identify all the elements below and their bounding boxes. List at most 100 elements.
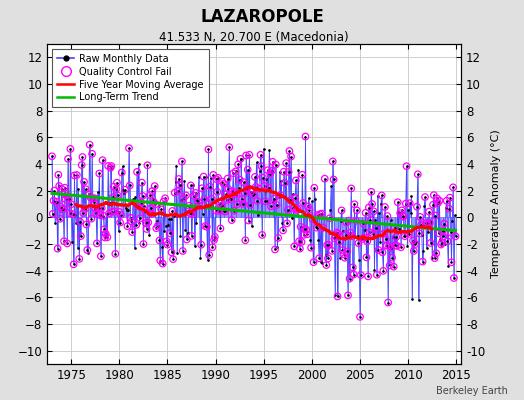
Point [265,184,273,191]
Point [307,244,315,251]
Point [450,275,458,281]
Point [430,192,438,198]
Point [422,220,430,226]
Point [310,184,319,191]
Point [227,217,236,223]
Point [387,244,396,251]
Point [110,184,118,190]
Point [241,190,249,196]
Point [64,156,72,162]
Point [409,237,417,244]
Point [406,200,414,206]
Point [200,196,209,202]
Point [144,219,152,226]
Point [362,254,370,260]
Point [52,199,61,205]
Point [146,205,155,212]
Point [364,273,372,280]
Point [427,240,435,246]
Point [99,157,107,163]
Point [226,196,234,202]
Point [170,190,179,196]
Point [179,248,187,254]
Point [264,167,272,174]
Point [402,163,411,170]
Point [216,225,225,232]
Point [80,179,88,185]
Point [159,198,168,205]
Point [397,244,405,250]
Point [75,256,83,262]
Point [233,201,242,208]
Point [60,238,68,244]
Point [280,168,288,175]
Point [157,206,165,212]
Point [292,207,301,213]
Point [416,214,424,220]
Point [169,256,177,262]
Point [430,255,439,261]
Point [352,218,360,224]
Point [252,184,260,190]
Point [272,202,281,208]
Point [348,264,357,270]
Point [49,198,58,204]
Point [437,241,445,248]
Point [150,183,159,189]
Point [401,233,409,239]
Point [198,185,206,192]
Point [390,224,399,231]
Point [235,176,244,183]
Point [93,240,101,246]
Point [379,268,387,274]
Point [443,238,452,244]
Point [89,195,97,202]
Point [205,252,213,258]
Point [126,215,135,221]
Point [111,208,119,215]
Point [369,231,377,237]
Point [242,152,250,159]
Point [85,191,93,198]
Point [78,162,86,168]
Point [377,192,386,199]
Point [394,199,402,206]
Point [179,195,188,202]
Point [101,234,109,241]
Point [315,255,323,262]
Point [386,262,394,268]
Point [150,199,158,205]
Point [423,220,432,227]
Point [182,192,190,199]
Point [356,314,364,320]
Point [211,234,219,240]
Point [178,158,186,165]
Point [417,222,425,228]
Point [215,200,224,206]
Point [112,186,121,192]
Point [380,230,388,236]
Point [384,299,392,306]
Point [330,176,338,183]
Point [383,213,391,219]
Point [66,146,74,152]
Point [258,232,266,238]
Point [316,211,324,218]
Point [152,225,160,232]
Point [104,163,112,169]
Point [365,229,374,236]
Point [54,172,62,178]
Point [191,190,200,196]
Point [174,188,182,194]
Point [61,184,69,191]
Point [445,206,453,212]
Point [419,258,427,265]
Point [260,183,269,189]
Point [365,204,373,211]
Point [340,251,348,258]
Point [282,160,290,166]
Point [302,226,311,233]
Point [163,242,172,248]
Point [55,183,63,189]
Text: Berkeley Earth: Berkeley Earth [436,386,508,396]
